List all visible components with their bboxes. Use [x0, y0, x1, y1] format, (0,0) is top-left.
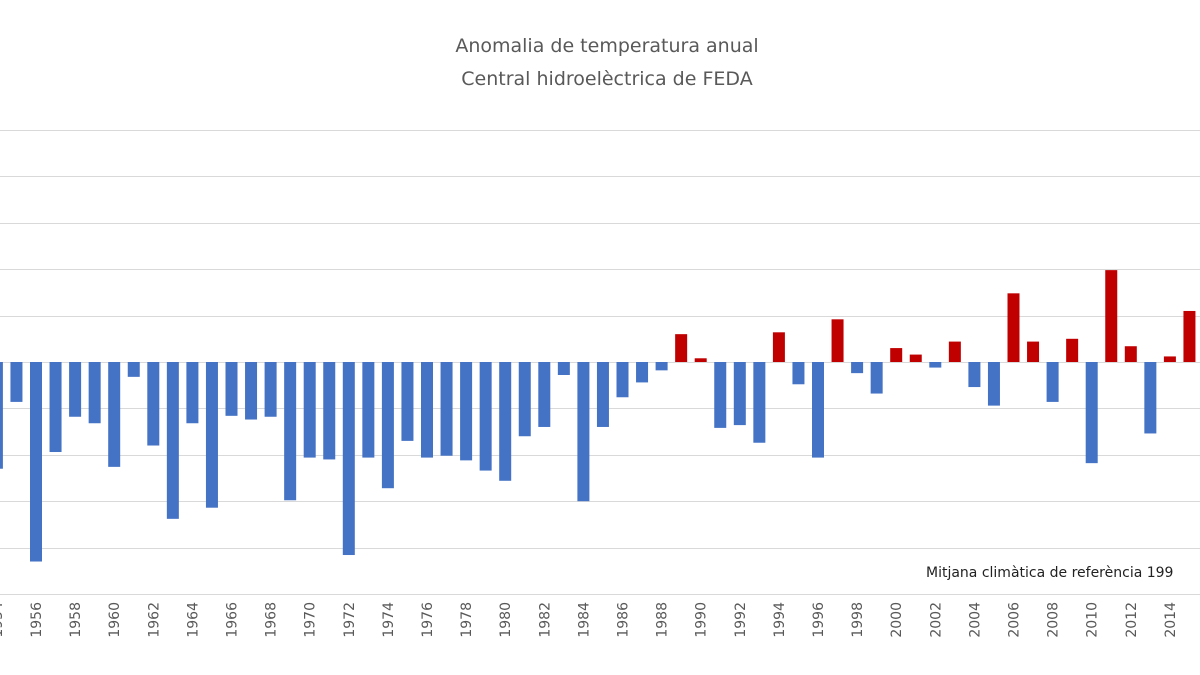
x-tick-label: 2012 — [1124, 602, 1140, 638]
bar-1964 — [186, 362, 199, 424]
bar-1959 — [88, 362, 101, 424]
x-tick-label: 1968 — [264, 602, 280, 638]
bar-2005 — [987, 362, 1000, 406]
x-tick-label: 1990 — [694, 602, 710, 638]
bar-1966 — [225, 362, 238, 416]
bar-1988 — [655, 362, 668, 371]
bar-1986 — [616, 362, 629, 398]
bar-2008 — [1046, 362, 1059, 402]
bar-2001 — [909, 354, 922, 362]
bar-2003 — [948, 341, 961, 362]
x-tick-label: 1976 — [420, 602, 436, 638]
bar-1991 — [714, 362, 727, 428]
bar-1992 — [733, 362, 746, 426]
x-tick-label: 2006 — [1007, 602, 1023, 638]
bar-1965 — [205, 362, 218, 508]
bar-1994 — [772, 332, 785, 362]
x-tick-label: 1982 — [537, 602, 553, 638]
x-tick-label: 1960 — [107, 602, 123, 638]
x-tick-label: 1974 — [381, 602, 397, 638]
bar-1984 — [577, 362, 590, 502]
bar-2011 — [1105, 270, 1118, 362]
bar-2004 — [968, 362, 981, 388]
bar-1973 — [362, 362, 375, 458]
x-tick-label: 1994 — [772, 602, 788, 638]
bar-1985 — [596, 362, 609, 427]
x-tick-label: 1998 — [850, 602, 866, 638]
x-tick-label: 2002 — [928, 602, 944, 638]
bar-1982 — [538, 362, 551, 427]
bar-1978 — [460, 362, 473, 461]
bar-2000 — [890, 348, 903, 362]
bar-1955 — [10, 362, 23, 402]
x-tick-label: 1972 — [342, 602, 358, 638]
chart-title: Anomalia de temperatura anual — [455, 35, 759, 57]
bar-1981 — [518, 362, 531, 437]
bar-1962 — [147, 362, 160, 446]
bar-1976 — [421, 362, 433, 458]
bar-2006 — [1007, 293, 1020, 362]
bar-1970 — [303, 362, 316, 458]
x-tick-label: 1996 — [811, 602, 827, 638]
bar-2014 — [1163, 356, 1176, 362]
x-tick-label: 1992 — [733, 602, 749, 638]
bar-2009 — [1066, 338, 1079, 362]
bar-1961 — [127, 362, 140, 377]
bar-1977 — [440, 362, 453, 456]
bar-1969 — [284, 362, 297, 501]
bar-1993 — [753, 362, 766, 443]
x-tick-label: 1970 — [303, 602, 319, 638]
bar-1997 — [831, 319, 844, 362]
bar-1995 — [792, 362, 805, 385]
x-tick-label: 1962 — [146, 602, 162, 638]
bar-1957 — [49, 362, 62, 453]
bar-1967 — [245, 362, 258, 420]
bar-1975 — [401, 362, 414, 441]
bar-1980 — [499, 362, 512, 481]
bar-1979 — [479, 362, 492, 471]
bar-2002 — [929, 362, 942, 368]
x-tick-label: 1978 — [459, 602, 475, 638]
bar-1971 — [323, 362, 336, 460]
bar-1956 — [30, 362, 42, 562]
bar-2015 — [1183, 310, 1196, 362]
x-tick-label: 2014 — [1163, 602, 1179, 638]
bar-1987 — [636, 362, 649, 383]
bar-1999 — [870, 362, 883, 394]
x-tick-label: 1984 — [576, 602, 592, 638]
bar-2013 — [1144, 362, 1157, 434]
bar-1958 — [69, 362, 82, 417]
bar-1954 — [0, 362, 3, 469]
x-tick-label: 1986 — [616, 602, 632, 638]
chart-subtitle: Central hidroelèctrica de FEDA — [461, 68, 753, 90]
x-tick-label: 1988 — [655, 602, 671, 638]
x-tick-label: 2000 — [889, 602, 905, 638]
bar-2010 — [1085, 362, 1098, 464]
x-tick-label: 1964 — [185, 602, 201, 638]
bar-1972 — [342, 362, 355, 556]
bar-1960 — [108, 362, 121, 467]
x-tick-label: 1958 — [68, 602, 84, 638]
x-tick-label: 1956 — [29, 602, 45, 638]
x-tick-label: 1980 — [498, 602, 514, 638]
x-tick-label: 2010 — [1085, 602, 1101, 638]
x-tick-label: 2008 — [1046, 602, 1062, 638]
bar-2007 — [1027, 341, 1040, 362]
reference-note: Mitjana climàtica de referència 199 — [926, 565, 1174, 581]
bar-1996 — [812, 362, 824, 458]
x-tick-label: 2004 — [967, 602, 983, 638]
bar-1974 — [381, 362, 394, 489]
bar-1989 — [675, 334, 688, 362]
x-tick-label: 1966 — [225, 602, 241, 638]
bar-1963 — [166, 362, 179, 519]
bar-1998 — [851, 362, 864, 374]
bar-1990 — [694, 358, 707, 362]
bar-2012 — [1124, 346, 1137, 362]
x-tick-label: 1954 — [0, 602, 6, 638]
bar-1968 — [264, 362, 277, 417]
bar-1983 — [557, 362, 570, 375]
